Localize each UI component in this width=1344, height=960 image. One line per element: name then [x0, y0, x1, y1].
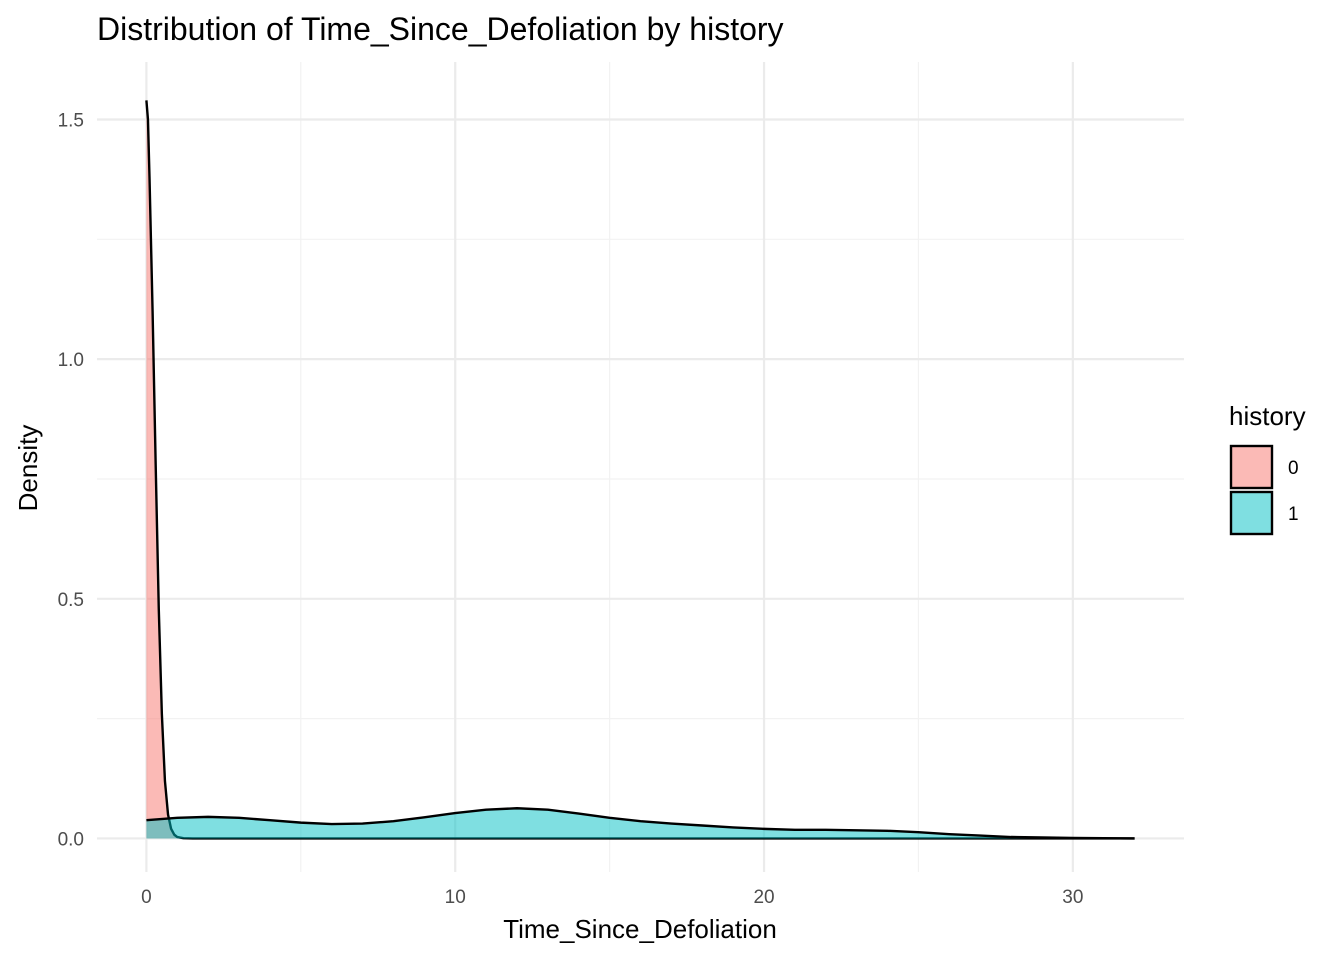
y-axis-title: Density [13, 425, 43, 512]
legend-key-0 [1229, 444, 1274, 490]
legend-label-0: 0 [1288, 458, 1299, 479]
legend-label-1: 1 [1288, 504, 1299, 525]
density-line-1 [146, 807, 1135, 840]
legend: history 0 1 [1229, 401, 1306, 536]
y-axis-ticks: 0.0 0.5 1.0 1.5 [58, 111, 84, 851]
x-axis-title: Time_Since_Defoliation [503, 914, 777, 944]
x-tick-label: 20 [753, 887, 774, 908]
legend-title: history [1229, 401, 1306, 431]
density-line-0 [145, 100, 1135, 840]
legend-key-1 [1229, 490, 1274, 536]
x-tick-label: 10 [445, 887, 466, 908]
chart-title: Distribution of Time_Since_Defoliation b… [97, 11, 784, 47]
density-area-0 [146, 100, 1135, 839]
y-tick-label: 0.5 [58, 590, 84, 611]
y-tick-label: 1.5 [58, 111, 84, 132]
x-axis-ticks: 0 10 20 30 [141, 887, 1083, 908]
density-areas [145, 100, 1135, 840]
y-tick-label: 0.0 [58, 829, 84, 850]
x-tick-label: 0 [141, 887, 152, 908]
y-tick-label: 1.0 [58, 350, 84, 371]
x-tick-label: 30 [1062, 887, 1083, 908]
grid [97, 62, 1184, 872]
